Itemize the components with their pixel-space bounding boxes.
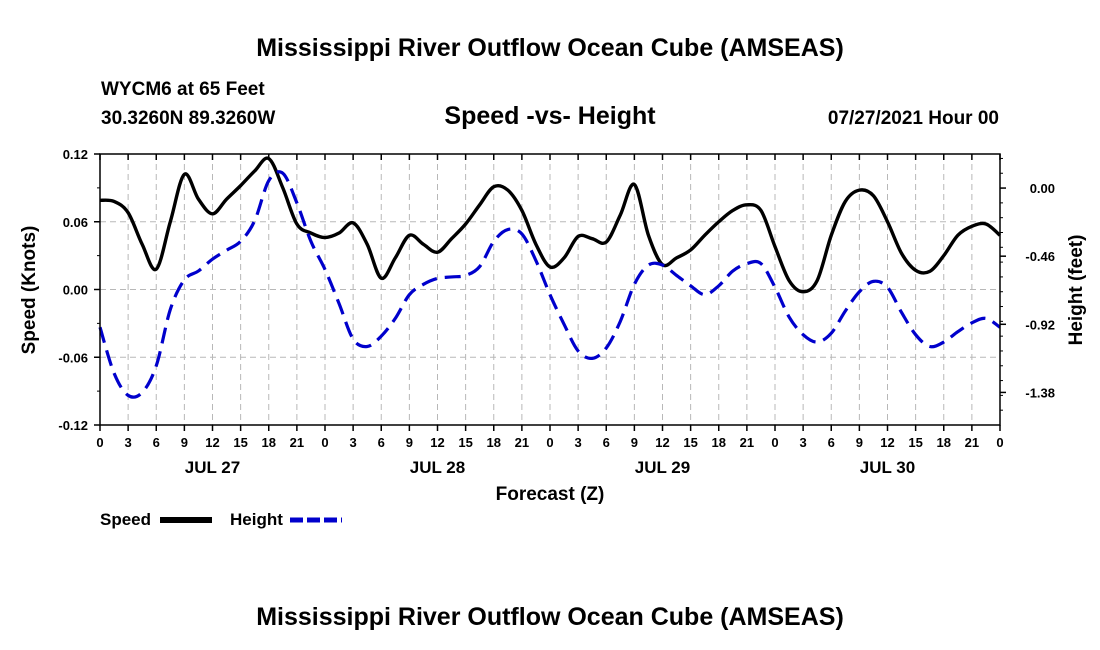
x-tick-label: 15 — [458, 435, 472, 450]
right-axis: 0.00 -0.46 -0.92 -1.38 — [1000, 157, 1055, 411]
x-tick-label: 12 — [430, 435, 444, 450]
x-tick-label: 6 — [378, 435, 385, 450]
x-tick-label: 12 — [880, 435, 894, 450]
datetime-label: 07/27/2021 Hour 00 — [828, 108, 999, 129]
x-tick-label: 3 — [800, 435, 807, 450]
chart-subtitle: Speed -vs- Height — [444, 102, 656, 130]
x-tick-label: 0 — [546, 435, 553, 450]
series-layer — [98, 156, 1002, 399]
y-right-tick-label: 0.00 — [1030, 181, 1055, 196]
x-tick-label: 6 — [153, 435, 160, 450]
x-tick-label: 21 — [740, 435, 754, 450]
y-right-tick-label: -0.92 — [1025, 317, 1055, 332]
x-tick-label: 9 — [181, 435, 188, 450]
y-axis-left-label: Speed (Knots) — [19, 226, 40, 355]
x-tick-label: 6 — [828, 435, 835, 450]
station-label: WYCM6 at 65 Feet — [101, 79, 265, 100]
y-left-tick-label: 0.00 — [63, 283, 88, 298]
legend-speed-label: Speed — [100, 510, 151, 529]
date-label: JUL 30 — [860, 458, 915, 477]
date-label: JUL 28 — [410, 458, 465, 477]
series-height-line — [98, 170, 1001, 399]
series-speed-line — [99, 156, 1002, 294]
date-label: JUL 27 — [185, 458, 240, 477]
chart-title: Mississippi River Outflow Ocean Cube (AM… — [256, 34, 844, 62]
x-tick-label: 15 — [908, 435, 922, 450]
x-tick-label: 21 — [965, 435, 979, 450]
x-tick-label: 12 — [655, 435, 669, 450]
date-label: JUL 29 — [635, 458, 690, 477]
y-left-tick-label: 0.06 — [63, 215, 88, 230]
legend: Speed Height — [100, 510, 342, 529]
x-tick-label: 15 — [233, 435, 247, 450]
y-left-tick-label: -0.12 — [58, 418, 88, 433]
x-tick-label: 21 — [515, 435, 529, 450]
x-axis-label: Forecast (Z) — [496, 484, 605, 505]
x-tick-label: 21 — [290, 435, 304, 450]
location-label: 30.3260N 89.3260W — [101, 108, 275, 129]
legend-height-label: Height — [230, 510, 283, 529]
x-tick-label: 9 — [631, 435, 638, 450]
y-right-tick-label: -1.38 — [1025, 385, 1055, 400]
x-axis: 0 3 6 9 12 15 18 21 0 3 6 9 12 15 18 21 0 3 6 9 12 15 18 21 0 3 6 9… — [96, 154, 1004, 450]
x-tick-label: 0 — [96, 435, 103, 450]
y-left-tick-label: 0.12 — [63, 147, 88, 162]
footer-title: Mississippi River Outflow Ocean Cube (AM… — [256, 603, 844, 631]
left-axis: 0.12 0.06 0.00 -0.06 -0.12 — [58, 147, 100, 433]
x-tick-label: 3 — [575, 435, 582, 450]
x-tick-label: 18 — [487, 435, 501, 450]
x-tick-label: 18 — [712, 435, 726, 450]
x-tick-label: 0 — [321, 435, 328, 450]
y-right-tick-label: -0.46 — [1025, 249, 1055, 264]
x-tick-label: 0 — [996, 435, 1003, 450]
grid-lines — [100, 154, 1000, 425]
x-tick-label: 3 — [125, 435, 132, 450]
x-tick-label: 6 — [603, 435, 610, 450]
date-labels: JUL 27 JUL 28 JUL 29 JUL 30 — [185, 458, 915, 477]
y-axis-right-label: Height (feet) — [1066, 235, 1087, 346]
x-tick-label: 0 — [771, 435, 778, 450]
y-left-tick-label: -0.06 — [58, 350, 88, 365]
x-tick-label: 9 — [856, 435, 863, 450]
x-tick-label: 15 — [683, 435, 697, 450]
x-tick-label: 12 — [205, 435, 219, 450]
x-tick-label: 18 — [262, 435, 276, 450]
x-tick-label: 18 — [937, 435, 951, 450]
x-tick-label: 3 — [350, 435, 357, 450]
x-tick-label: 9 — [406, 435, 413, 450]
